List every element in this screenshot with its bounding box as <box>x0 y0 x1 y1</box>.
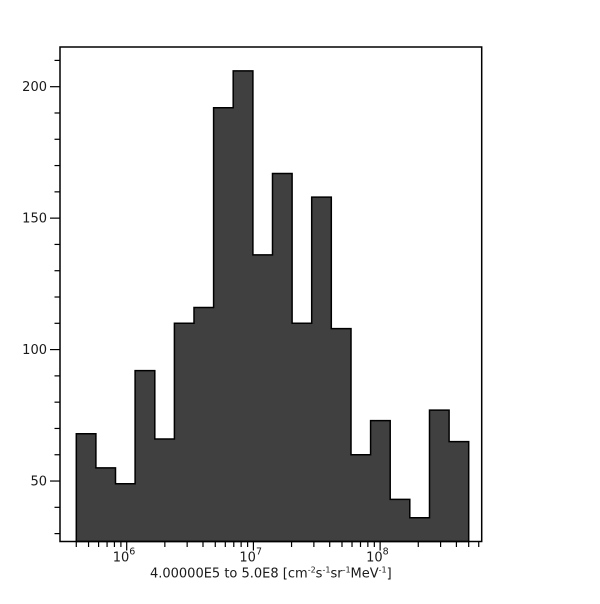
x-axis-label: 4.00000E5 to 5.0E8 [cm-2s-1sr-1MeV-1] <box>150 566 392 582</box>
y-tick-label: 50 <box>30 475 47 490</box>
y-tick-label: 200 <box>22 80 47 95</box>
x-tick-label: 106 <box>113 547 136 566</box>
plot-frame <box>59 46 483 543</box>
x-tick-label: 108 <box>366 547 389 566</box>
y-tick-label: 150 <box>22 212 47 227</box>
y-tick-label: 100 <box>22 343 47 358</box>
histogram-bars <box>75 70 470 543</box>
x-tick-label: 107 <box>239 547 262 566</box>
